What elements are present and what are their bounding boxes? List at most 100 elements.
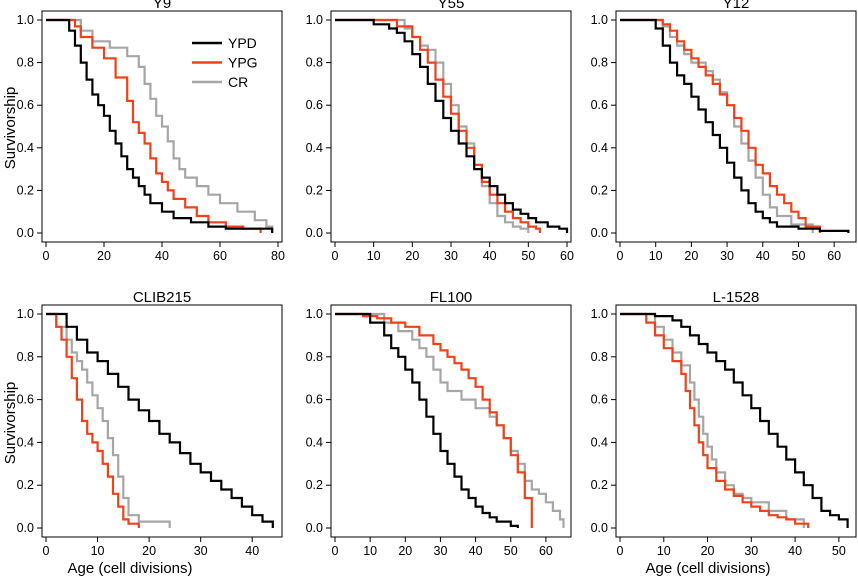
x-tick-label: 20	[405, 249, 419, 263]
y-tick-label: 0.4	[17, 435, 34, 449]
series-cr-line	[335, 312, 565, 528]
y-tick-label: 0.6	[306, 393, 323, 407]
plot-frame	[330, 304, 572, 538]
y-axis-label-bottom: Survivorship	[2, 382, 19, 465]
legend-label-ypd: YPD	[228, 35, 257, 51]
x-tick-label: 50	[832, 544, 846, 558]
legend-label-ypg: YPG	[228, 55, 258, 71]
y-tick-label: 0.4	[591, 141, 608, 155]
panel-fl100: FL100 0 10 20 30 40 50 60 0.0 0.2 0.4 0.6 0.8 1.0	[306, 289, 572, 558]
panel-title: L-1528	[713, 289, 760, 306]
x-tick-label: 0	[332, 544, 339, 558]
x-tick-label: 40	[483, 249, 497, 263]
x-tick-label: 60	[539, 544, 553, 558]
legend: YPD YPG CR	[192, 35, 258, 90]
panel-y55: Y55 0 10 20 30 40 50 60 0.0 0.2 0.4 0.6 0.8 1.0	[306, 0, 574, 263]
x-tick-label: 30	[720, 249, 734, 263]
y-tick-label: 0.8	[306, 350, 323, 364]
x-tick-label: 10	[367, 249, 381, 263]
panel-title: Y12	[723, 0, 750, 12]
y-tick-label: 0.8	[591, 56, 608, 70]
y-tick-label: 0.0	[591, 521, 608, 535]
x-tick-label: 30	[444, 249, 458, 263]
series-ypg-line	[620, 312, 810, 528]
x-tick-label: 60	[560, 249, 574, 263]
x-tick-label: 60	[213, 249, 227, 263]
x-tick-label: 30	[744, 544, 758, 558]
y-tick-label: 0.4	[306, 141, 323, 155]
x-tick-label: 0	[617, 544, 624, 558]
x-tick-label: 60	[827, 249, 841, 263]
plot-frame	[615, 304, 857, 538]
series-ypg-line	[335, 18, 541, 233]
x-tick-label: 10	[657, 544, 671, 558]
panel-title: Y55	[438, 0, 465, 12]
plot-frame	[615, 10, 857, 243]
series-ypg-line	[620, 18, 821, 233]
y-tick-label: 1.0	[17, 307, 34, 321]
y-tick-label: 0.0	[591, 226, 608, 240]
series-ypd-line	[620, 18, 850, 233]
x-tick-label: 0	[43, 544, 50, 558]
y-tick-label: 1.0	[591, 307, 608, 321]
panel-title: Y9	[153, 0, 171, 12]
y-tick-label: 0.4	[591, 435, 608, 449]
panel-l-1528: L-1528 0 10 20 30 40 50 0.0 0.2 0.4 0.6 0.8 1.0	[591, 289, 857, 558]
legend-label-cr: CR	[228, 74, 248, 90]
panels: Y9 0 20 40 60 80 0.0 0.2 0.4 0.6 0.8 1.0 YPD YPG CR Y55…	[17, 0, 857, 558]
x-tick-label: 0	[332, 249, 339, 263]
x-tick-label: 10	[649, 249, 663, 263]
y-tick-label: 0.8	[17, 56, 34, 70]
y-tick-label: 0.2	[17, 478, 34, 492]
x-tick-label: 0	[617, 249, 624, 263]
x-tick-label: 10	[363, 544, 377, 558]
y-tick-label: 0.2	[306, 478, 323, 492]
y-tick-label: 0.6	[17, 98, 34, 112]
y-tick-label: 0.2	[17, 183, 34, 197]
series-ypd-line	[335, 18, 569, 233]
y-tick-label: 0.6	[591, 393, 608, 407]
y-tick-label: 0.8	[591, 350, 608, 364]
x-tick-label: 40	[469, 544, 483, 558]
series-cr-line	[335, 18, 530, 233]
y-tick-label: 0.2	[591, 478, 608, 492]
panel-title: CLIB215	[133, 289, 191, 306]
x-tick-label: 40	[155, 249, 169, 263]
y-axis-label-top: Survivorship	[2, 87, 19, 170]
plot-frame	[41, 304, 283, 538]
y-tick-label: 0.4	[306, 435, 323, 449]
x-tick-label: 30	[434, 544, 448, 558]
panel-title: FL100	[430, 289, 473, 306]
y-tick-label: 0.8	[17, 350, 34, 364]
x-tick-label: 50	[504, 544, 518, 558]
y-tick-label: 0.0	[306, 226, 323, 240]
y-tick-label: 0.0	[17, 521, 34, 535]
y-tick-label: 0.6	[591, 98, 608, 112]
x-tick-label: 20	[398, 544, 412, 558]
series-ypd-line	[620, 312, 849, 528]
panel-y12: Y12 0 10 20 30 40 50 60 0.0 0.2 0.4 0.6 0.8 1.0	[591, 0, 857, 263]
y-tick-label: 0.6	[306, 98, 323, 112]
x-axis-label-right: Age (cell divisions)	[645, 560, 770, 577]
series-ypg-line	[46, 312, 140, 528]
y-tick-label: 0.2	[591, 183, 608, 197]
x-tick-label: 80	[271, 249, 285, 263]
series-ypg-line	[46, 18, 262, 233]
y-tick-label: 0.4	[17, 141, 34, 155]
series-ypg-line	[335, 312, 533, 528]
y-tick-label: 0.2	[306, 183, 323, 197]
x-tick-label: 40	[788, 544, 802, 558]
series-cr-line	[46, 312, 171, 528]
x-tick-label: 20	[684, 249, 698, 263]
x-tick-label: 30	[194, 544, 208, 558]
y-tick-label: 0.6	[17, 393, 34, 407]
x-tick-label: 50	[792, 249, 806, 263]
x-tick-label: 10	[91, 544, 105, 558]
y-tick-label: 1.0	[591, 13, 608, 27]
series-cr-line	[620, 312, 805, 528]
series-ypd-line	[46, 312, 274, 528]
y-tick-label: 0.0	[17, 226, 34, 240]
panel-clib215: CLIB215 0 10 20 30 40 0.0 0.2 0.4 0.6 0.8 1.0	[17, 289, 283, 558]
x-tick-label: 50	[521, 249, 535, 263]
y-tick-label: 1.0	[306, 307, 323, 321]
